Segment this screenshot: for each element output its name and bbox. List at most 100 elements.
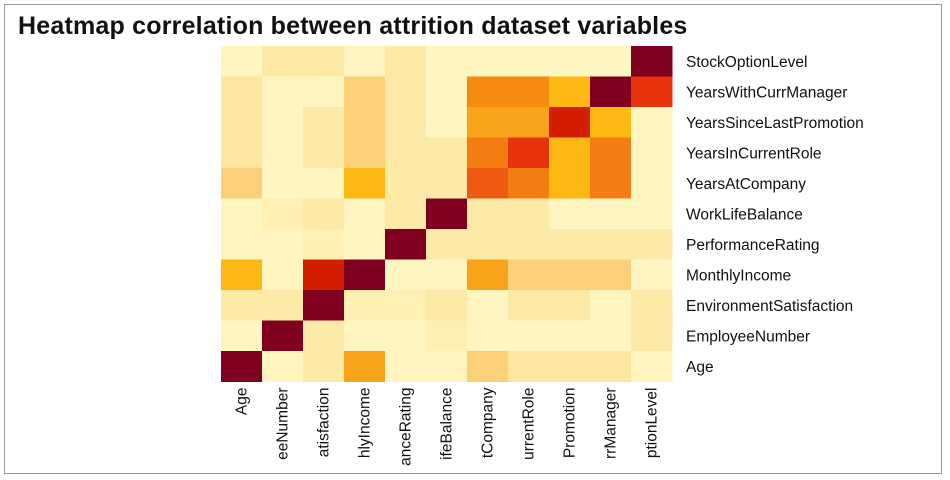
heatmap-cells — [221, 46, 673, 382]
heatmap-cell — [344, 46, 386, 77]
heatmap-cell — [631, 351, 673, 382]
heatmap-cell — [590, 137, 632, 169]
heatmap-cell — [385, 198, 427, 230]
column-label: rrManager — [603, 388, 620, 460]
heatmap-cell — [221, 107, 263, 138]
heatmap-cell — [590, 290, 632, 321]
heatmap-cell — [385, 76, 427, 108]
row-label: YearsInCurrentRole — [686, 145, 822, 162]
heatmap-cell — [508, 107, 550, 138]
heatmap-cell — [549, 259, 591, 291]
heatmap-cell — [262, 229, 304, 260]
heatmap-cell — [344, 76, 386, 108]
row-label: YearsSinceLastPromotion — [686, 115, 864, 132]
heatmap-cell — [631, 76, 673, 108]
heatmap-cell — [426, 46, 468, 77]
heatmap-cell — [262, 76, 304, 108]
heatmap-cell — [549, 46, 591, 77]
heatmap-cell — [344, 259, 386, 291]
heatmap-cell — [426, 229, 468, 260]
heatmap-cell — [426, 76, 468, 108]
heatmap-cell — [303, 168, 345, 199]
heatmap-cell — [508, 229, 550, 260]
heatmap-cell — [303, 46, 345, 77]
row-label: StockOptionLevel — [686, 54, 808, 71]
column-labels: Age eeNumber atisfaction hlyIncome anceRatin… — [234, 387, 661, 466]
heatmap-cell — [426, 320, 468, 352]
heatmap-cell — [631, 320, 673, 352]
heatmap-cell — [303, 320, 345, 352]
heatmap-cell — [590, 46, 632, 77]
heatmap-cell — [385, 137, 427, 169]
heatmap-cell — [508, 351, 550, 382]
heatmap-cell — [467, 259, 509, 291]
heatmap-cell — [590, 76, 632, 108]
heatmap-cell — [385, 168, 427, 199]
row-label: YearsAtCompany — [686, 176, 806, 193]
heatmap-cell — [221, 290, 263, 321]
column-label: anceRating — [398, 388, 415, 466]
heatmap-cell — [590, 168, 632, 199]
heatmap-cell — [344, 107, 386, 138]
heatmap-cell — [590, 351, 632, 382]
heatmap-cell — [631, 107, 673, 138]
heatmap-cell — [508, 198, 550, 230]
heatmap-cell — [221, 320, 263, 352]
heatmap-cell — [590, 259, 632, 291]
column-label: hlyIncome — [357, 388, 374, 459]
row-label: EnvironmentSatisfaction — [686, 298, 853, 315]
heatmap-cell — [385, 229, 427, 260]
heatmap-cell — [344, 320, 386, 352]
heatmap-cell — [590, 229, 632, 260]
column-label: Age — [234, 388, 251, 416]
heatmap-cell — [549, 229, 591, 260]
heatmap-cell — [631, 259, 673, 291]
heatmap-cell — [549, 137, 591, 169]
heatmap-cell — [549, 290, 591, 321]
row-label: Age — [686, 359, 714, 376]
heatmap-cell — [221, 76, 263, 108]
heatmap-cell — [426, 259, 468, 291]
column-label: urrentRole — [521, 388, 538, 460]
heatmap-cell — [549, 76, 591, 108]
heatmap-cell — [590, 198, 632, 230]
column-label: Promotion — [562, 388, 579, 459]
heatmap-cell — [549, 168, 591, 199]
row-label: WorkLifeBalance — [686, 206, 803, 223]
heatmap-cell — [508, 137, 550, 169]
heatmap-cell — [631, 290, 673, 321]
heatmap-cell — [385, 320, 427, 352]
heatmap-cell — [262, 46, 304, 77]
heatmap-cell — [262, 351, 304, 382]
heatmap-cell — [508, 76, 550, 108]
heatmap-cell — [549, 198, 591, 230]
heatmap-cell — [631, 229, 673, 260]
heatmap-cell — [344, 168, 386, 199]
heatmap-cell — [262, 290, 304, 321]
heatmap-cell — [221, 351, 263, 382]
heatmap-cell — [426, 290, 468, 321]
heatmap-cell — [426, 198, 468, 230]
column-label: ptionLevel — [644, 388, 661, 459]
heatmap-cell — [467, 107, 509, 138]
heatmap-cell — [590, 320, 632, 352]
heatmap-cell — [631, 137, 673, 169]
heatmap-cell — [221, 137, 263, 169]
chart-title: Heatmap correlation between attrition da… — [18, 12, 688, 40]
heatmap-cell — [426, 351, 468, 382]
heatmap-cell — [221, 46, 263, 77]
heatmap-cell — [426, 137, 468, 169]
heatmap-cell — [508, 168, 550, 199]
heatmap-cell — [303, 351, 345, 382]
column-label: ifeBalance — [439, 388, 456, 460]
heatmap-cell — [385, 107, 427, 138]
heatmap-cell — [508, 46, 550, 77]
heatmap-cell — [344, 137, 386, 169]
heatmap-cell — [549, 320, 591, 352]
heatmap-cell — [303, 290, 345, 321]
heatmap-cell — [303, 137, 345, 169]
heatmap-cell — [221, 198, 263, 230]
heatmap-cell — [508, 259, 550, 291]
heatmap-cell — [303, 76, 345, 108]
heatmap-cell — [508, 320, 550, 352]
